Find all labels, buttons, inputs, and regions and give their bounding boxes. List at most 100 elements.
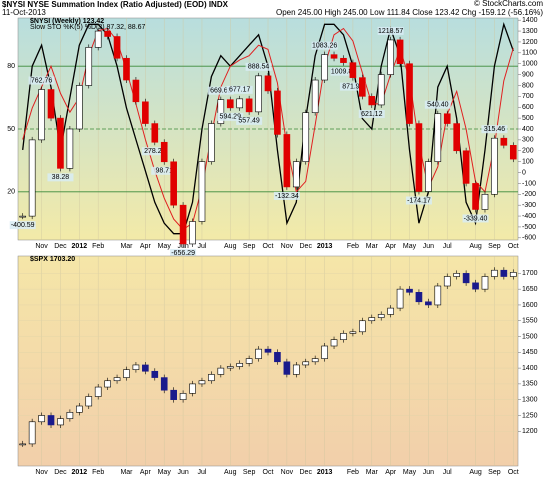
- candle: [198, 161, 206, 222]
- x-tick-label: Mar: [120, 243, 133, 250]
- candle: [340, 333, 347, 340]
- candle: [472, 282, 479, 290]
- candle: [94, 386, 102, 397]
- candle: [264, 348, 272, 353]
- x-tick-label: Nov: [281, 469, 294, 476]
- x-tick-label: Mar: [120, 469, 133, 476]
- candle: [208, 374, 215, 382]
- y-tick-label: -500: [522, 224, 536, 231]
- candle: [189, 383, 196, 394]
- x-tick-label: Aug: [469, 243, 482, 250]
- candle: [311, 358, 319, 363]
- x-tick-label: Sep: [488, 243, 501, 250]
- candle: [349, 62, 357, 78]
- y-tick-label: 1350: [522, 381, 538, 388]
- candle: [85, 47, 93, 86]
- data-label: 621.12: [361, 111, 383, 118]
- candle: [387, 307, 394, 315]
- candle: [274, 90, 281, 135]
- y-tick-label: 700: [522, 93, 534, 100]
- sto-legend: Slow STO %K(5) %D(3) 87.32, 88.67: [30, 24, 146, 31]
- candle: [198, 380, 206, 385]
- x-tick-label: Jul: [443, 243, 452, 250]
- x-tick-label: Mar: [366, 469, 379, 476]
- y-tick-label: 1600: [522, 302, 538, 309]
- candle: [217, 99, 225, 124]
- candle: [425, 161, 432, 192]
- x-tick-label: Aug: [469, 469, 482, 476]
- x-tick-label: Mar: [366, 243, 379, 250]
- y-tick-label: 1450: [522, 349, 538, 356]
- candle: [302, 112, 310, 162]
- candle: [491, 269, 498, 277]
- x-tick-label: Apr: [385, 469, 397, 476]
- candle: [208, 123, 215, 162]
- candle: [217, 367, 225, 375]
- y-tick-label: 1550: [522, 318, 538, 325]
- y-tick-label: 1650: [522, 286, 538, 293]
- candle: [368, 96, 376, 106]
- copyright: © StockCharts.com: [474, 0, 543, 8]
- data-label: 762.76: [31, 77, 53, 84]
- y-tick-label: -400: [522, 213, 536, 220]
- candle: [226, 366, 234, 369]
- candle: [160, 141, 168, 163]
- candle: [330, 339, 338, 347]
- x-tick-label: Sep: [488, 469, 501, 476]
- candle: [142, 364, 149, 372]
- x-tick-label: Jun: [423, 243, 434, 250]
- y-tick-label: 1250: [522, 412, 538, 419]
- label-bg: [462, 214, 489, 223]
- y-tick-label: 200: [522, 148, 534, 155]
- label-bg: [226, 85, 253, 94]
- x-tick-label: 2012: [72, 469, 88, 476]
- x-tick-label: Dec: [54, 469, 67, 476]
- candle: [179, 393, 187, 400]
- candle: [292, 161, 300, 188]
- candle: [151, 370, 159, 378]
- candle: [330, 54, 338, 59]
- candle: [123, 369, 130, 378]
- candle: [509, 272, 517, 277]
- data-label: 1218.57: [378, 28, 403, 35]
- candle: [132, 364, 140, 370]
- candle: [396, 288, 404, 309]
- label-bg: [207, 86, 234, 95]
- candle: [38, 89, 45, 141]
- x-tick-label: Oct: [508, 469, 519, 476]
- candle: [443, 113, 451, 124]
- x-tick-label: Dec: [300, 243, 313, 250]
- candle: [500, 269, 508, 277]
- x-tick-label: Feb: [92, 469, 104, 476]
- y-tick-label: 1300: [522, 28, 538, 35]
- x-tick-label: Apr: [385, 243, 397, 250]
- candle: [85, 396, 93, 407]
- label-bg: [377, 26, 404, 35]
- y-tick-label: 1400: [522, 17, 538, 24]
- x-tick-label: May: [403, 243, 417, 250]
- data-label: 315.46: [484, 126, 506, 133]
- data-label: 38.28: [52, 174, 70, 181]
- candle: [321, 345, 328, 359]
- candle: [226, 99, 234, 109]
- candle: [245, 358, 253, 364]
- y-tick-label: 1200: [522, 39, 538, 46]
- x-tick-label: Jul: [197, 469, 206, 476]
- candle: [28, 139, 36, 217]
- y-tick-label: 1700: [522, 270, 538, 277]
- x-tick-label: Jun: [423, 469, 434, 476]
- candle: [151, 123, 159, 143]
- y-tick-label: 100: [522, 158, 534, 165]
- y-tick-label: 1400: [522, 365, 538, 372]
- label-bg: [339, 82, 366, 91]
- candle: [359, 77, 366, 97]
- candle: [415, 123, 423, 192]
- candle: [481, 193, 489, 210]
- y2-tick-label: 20: [7, 189, 15, 196]
- label-bg: [47, 173, 74, 182]
- candle: [453, 123, 460, 152]
- data-label: 557.49: [238, 118, 260, 125]
- candle: [453, 273, 460, 277]
- candle: [283, 134, 291, 188]
